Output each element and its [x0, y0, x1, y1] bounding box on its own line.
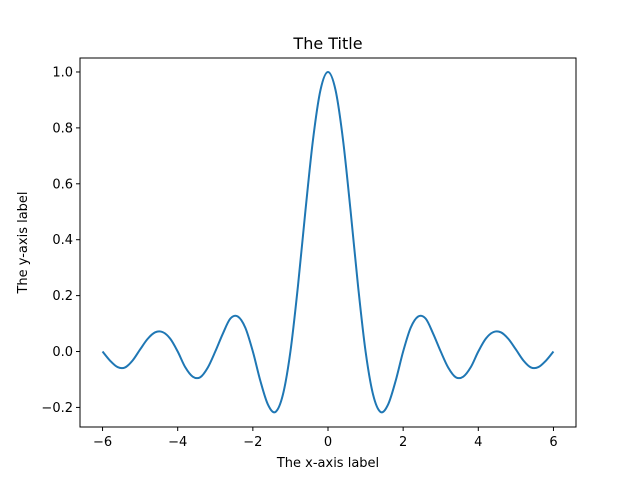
y-tick-label: 0.2 [52, 289, 73, 304]
y-tick-label: 0.4 [52, 233, 73, 248]
x-axis-label: The x-axis label [276, 456, 379, 471]
y-tick-label: 0.0 [52, 345, 73, 360]
y-axis: −0.2 0.0 0.2 0.4 0.6 0.8 1.0 [41, 65, 80, 416]
x-tick-label: 6 [549, 435, 557, 450]
x-axis: −6 −4 −2 0 2 4 6 [93, 427, 558, 450]
y-tick-label: 0.6 [52, 177, 73, 192]
x-tick-label: −6 [93, 435, 112, 450]
series-line-0 [101, 70, 555, 414]
y-tick-label: 1.0 [52, 65, 73, 80]
x-tick-label: 2 [399, 435, 407, 450]
x-tick-label: 0 [324, 435, 332, 450]
chart-title: The Title [292, 34, 362, 53]
x-tick-label: −2 [243, 435, 262, 450]
x-tick-label: 4 [474, 435, 482, 450]
y-tick-label: −0.2 [41, 401, 73, 416]
x-tick-label: −4 [168, 435, 187, 450]
y-tick-label: 0.8 [52, 121, 73, 136]
y-axis-label: The y-axis label [16, 191, 31, 294]
plot-area [101, 70, 555, 414]
